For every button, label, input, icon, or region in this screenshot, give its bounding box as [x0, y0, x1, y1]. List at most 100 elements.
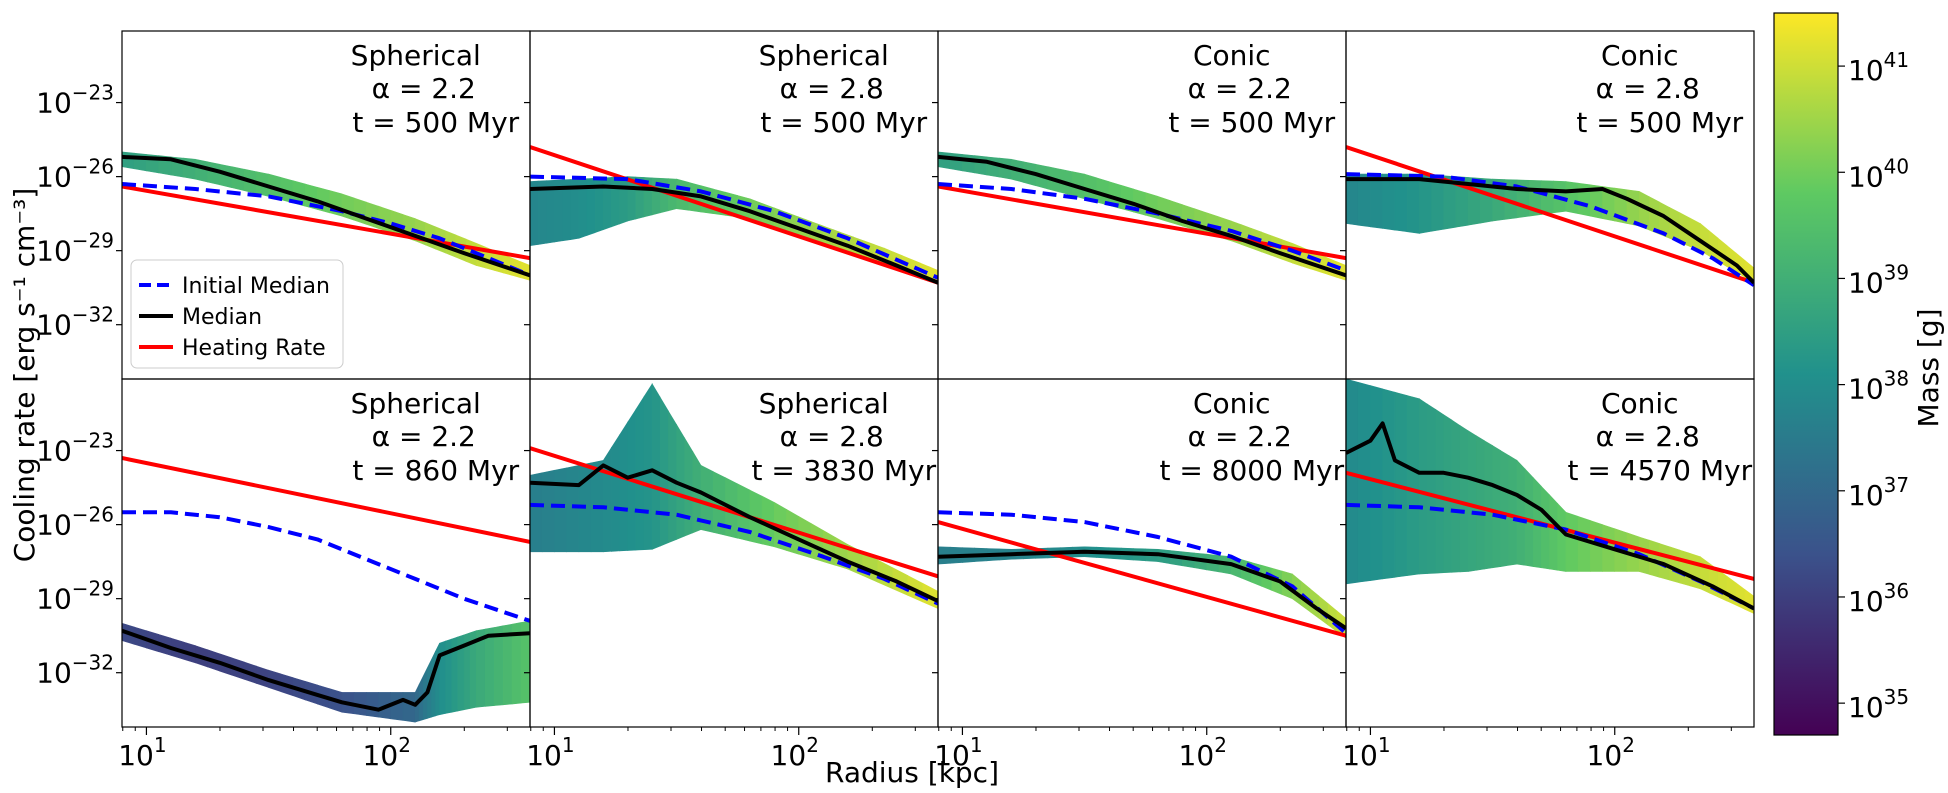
- colorbar-tick-label: 1035: [1848, 685, 1909, 724]
- panel-title: Spherical: [351, 39, 481, 72]
- mass-heatmap-cell: [1406, 173, 1420, 234]
- colorbar-tick-label: 1036: [1848, 579, 1909, 618]
- panel-time: t = 4570 Myr: [1567, 454, 1752, 487]
- colorbar-label: Mass [g]: [1912, 308, 1945, 427]
- mass-heatmap-cell: [1549, 494, 1558, 571]
- panel-time: t = 500 Myr: [1168, 106, 1335, 139]
- panel-alpha: α = 2.2: [372, 72, 476, 105]
- y-tick-label: 10−26: [36, 155, 114, 194]
- mass-heatmap-cell: [668, 410, 677, 544]
- panel-plot-area: [1346, 145, 1754, 287]
- median-line: [122, 628, 530, 712]
- mass-heatmap-cell: [493, 625, 504, 706]
- mass-heatmap-cell: [1133, 188, 1146, 216]
- panel-alpha: α = 2.2: [1188, 420, 1292, 453]
- mass-heatmap-cell: [1492, 445, 1501, 569]
- mass-heatmap-cell: [207, 161, 220, 186]
- x-tick-label: 101: [1342, 733, 1390, 772]
- mass-heatmap-cell: [1357, 173, 1371, 228]
- median-line: [1346, 421, 1754, 611]
- colorbar-tick-label: 1039: [1848, 260, 1909, 299]
- mass-heatmap-cell: [611, 176, 620, 228]
- panel-title: Spherical: [351, 387, 481, 420]
- heating-rate-line: [530, 145, 938, 285]
- mass-heatmap-cell: [1669, 546, 1681, 584]
- panel-alpha: α = 2.2: [1188, 72, 1292, 105]
- x-tick-label: 101: [934, 733, 982, 772]
- mass-heatmap-cell: [390, 692, 404, 721]
- median-line: [530, 184, 938, 285]
- mass-heatmap-cell: [949, 152, 963, 172]
- panel-time: t = 500 Myr: [760, 106, 927, 139]
- mass-heatmap-cell: [974, 155, 988, 176]
- mass-heatmap-cell: [1427, 403, 1436, 574]
- panel-plot-area: [938, 151, 1346, 281]
- mass-heatmap-cell: [1357, 381, 1371, 583]
- mass-heatmap-cell: [1476, 435, 1485, 571]
- initial-median-line: [938, 510, 1346, 635]
- mass-heatmap-cell: [1157, 195, 1171, 223]
- mass-heatmap-cell: [1346, 379, 1359, 585]
- panel-time: t = 3830 Myr: [751, 454, 936, 487]
- x-tick-label: 102: [1587, 733, 1635, 772]
- mass-heatmap-cell: [1435, 408, 1444, 574]
- mass-heatmap-cell: [1577, 515, 1591, 572]
- mass-heatmap-cell: [1679, 549, 1691, 587]
- mass-heatmap-cell: [365, 692, 379, 718]
- initial-median-line: [122, 182, 530, 278]
- mass-heatmap-cell: [402, 692, 416, 723]
- mass-heatmap-cell: [1382, 173, 1396, 231]
- mass-heatmap-cell: [353, 197, 367, 225]
- median-line: [1346, 177, 1754, 285]
- mass-heatmap-cell: [1406, 395, 1420, 576]
- mass-heatmap-cell: [1541, 485, 1550, 570]
- colorbar-tick-label: 1037: [1848, 473, 1909, 512]
- mass-heatmap-cell: [1689, 552, 1701, 590]
- mass-heatmap-cell: [1419, 173, 1432, 234]
- mass-heatmap-cell: [1717, 569, 1728, 602]
- mass-heatmap-cell: [1541, 180, 1554, 215]
- colorbar-tick-label: 1040: [1848, 154, 1909, 193]
- mass-heatmap-cell: [1419, 398, 1428, 575]
- mass-heatmap-cell: [122, 151, 135, 170]
- x-tick-label: 101: [118, 733, 166, 772]
- colorbar-tick-label: 1038: [1848, 367, 1909, 406]
- panel-plot-area: [122, 456, 530, 723]
- mass-heatmap-cell: [1565, 511, 1579, 572]
- mass-heatmap-cell: [341, 193, 355, 221]
- initial-median-line: [122, 510, 530, 623]
- mass-heatmap-cell: [938, 151, 951, 170]
- mass-heatmap-cell: [651, 382, 661, 550]
- mass-heatmap-cell: [1431, 174, 1444, 232]
- panel-plot-area: [938, 510, 1346, 639]
- mass-heatmap-cell: [1626, 189, 1640, 227]
- panel-plot-area: [1346, 379, 1754, 614]
- heating-rate-line: [1346, 145, 1754, 285]
- mass-heatmap-cell: [195, 158, 208, 183]
- panel-plot-area: [530, 145, 938, 285]
- y-tick-label: 10−29: [36, 229, 114, 268]
- mass-heatmap-cell: [611, 433, 620, 552]
- initial-median-line: [530, 174, 938, 280]
- mass-heatmap-cell: [566, 465, 580, 553]
- mass-heatmap-cell: [659, 396, 669, 547]
- panel-alpha: α = 2.8: [780, 72, 884, 105]
- mass-heatmap-cell: [619, 176, 629, 225]
- panel-time: t = 8000 Myr: [1159, 454, 1344, 487]
- panel-alpha: α = 2.2: [372, 420, 476, 453]
- mass-heatmap-cell: [1484, 440, 1493, 570]
- panel-title: Conic: [1193, 387, 1271, 420]
- colorbar: 1035 1036 1037 1038 1039 1040 1041: [1773, 12, 1909, 736]
- x-tick-label: 102: [363, 733, 411, 772]
- heating-rate-line: [122, 456, 530, 544]
- panel-time: t = 500 Myr: [352, 106, 519, 139]
- mass-heatmap-cell: [962, 154, 975, 174]
- mass-heatmap-cell: [1565, 181, 1579, 214]
- legend-entry: Heating Rate: [182, 336, 326, 361]
- panel-time: t = 860 Myr: [352, 454, 519, 487]
- y-tick-label: 10−32: [36, 651, 114, 690]
